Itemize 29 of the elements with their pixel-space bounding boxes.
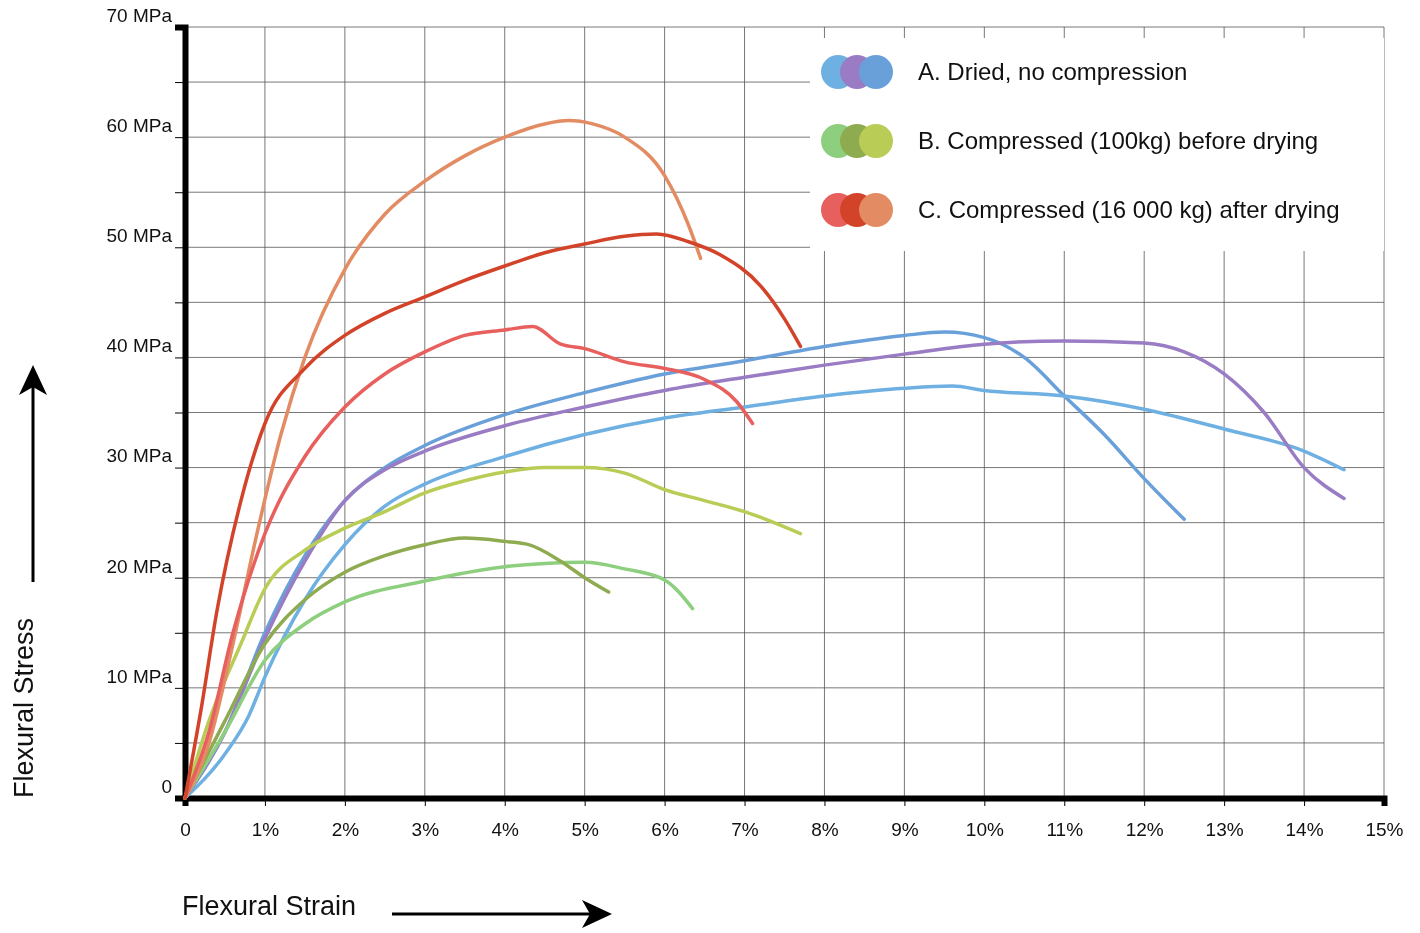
x-tick-label: 7% [731, 818, 759, 840]
x-tick-label: 8% [811, 818, 839, 840]
x-tick-label: 12% [1125, 818, 1164, 840]
y-tick-label: 70 MPa [106, 4, 173, 26]
y-tick-label: 30 MPa [106, 445, 173, 467]
x-tick-label: 6% [651, 818, 679, 840]
y-axis-title: Flexural Stress [9, 617, 39, 798]
x-tick-label: 1% [251, 818, 280, 840]
x-tick-label: 0 [180, 818, 191, 840]
legend-label: B. Compressed (100kg) before drying [918, 127, 1319, 154]
y-tick-label: 20 MPa [106, 555, 173, 577]
x-tick-label: 4% [491, 818, 520, 840]
y-tick-label: 0 [161, 775, 172, 797]
x-tick-label: 2% [331, 818, 360, 840]
y-tick-label: 10 MPa [106, 665, 173, 687]
x-tick-label: 14% [1285, 818, 1324, 840]
x-tick-label: 3% [411, 818, 440, 840]
y-tick-label: 50 MPa [106, 225, 173, 247]
x-axis-title: Flexural Strain [182, 891, 357, 921]
x-tick-label: 15% [1365, 818, 1404, 840]
y-tick-label: 40 MPa [106, 335, 173, 357]
legend-label: A. Dried, no compression [918, 58, 1188, 85]
y-tick-label: 60 MPa [106, 114, 173, 136]
x-tick-label: 13% [1205, 818, 1244, 840]
legend-label: C. Compressed (16 000 kg) after drying [918, 196, 1340, 223]
x-tick-label: 9% [891, 818, 919, 840]
x-tick-label: 11% [1046, 818, 1084, 840]
x-tick-label: 10% [965, 818, 1004, 840]
x-tick-label: 5% [571, 818, 599, 840]
